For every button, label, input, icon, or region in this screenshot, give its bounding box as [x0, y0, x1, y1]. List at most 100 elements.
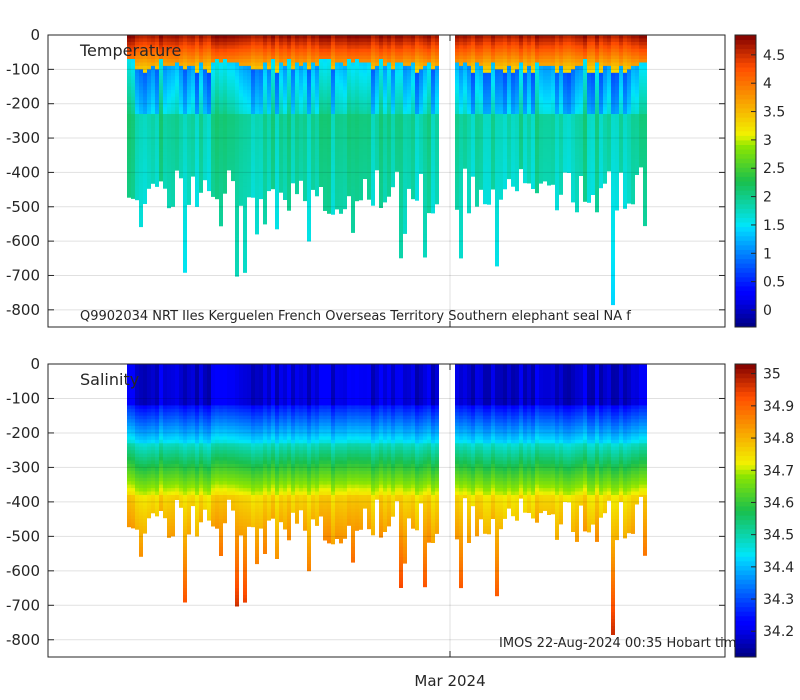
heatmap-cell: [195, 186, 199, 191]
heatmap-cell: [427, 93, 431, 98]
heatmap-cell: [359, 138, 363, 143]
heatmap-cell: [455, 76, 459, 81]
heatmap-cell: [255, 172, 259, 177]
heatmap-cell: [343, 162, 347, 167]
heatmap-cell: [183, 138, 187, 143]
heatmap-cell: [399, 179, 403, 184]
heatmap-cell: [343, 155, 347, 160]
heatmap-cell: [351, 169, 355, 173]
heatmap-cell: [471, 55, 475, 60]
heatmap-cell: [339, 175, 343, 180]
heatmap-cell: [411, 55, 415, 60]
heatmap-cell: [223, 76, 227, 81]
heatmap-cell: [207, 52, 211, 57]
heatmap-cell: [323, 110, 327, 115]
heatmap-cell: [511, 120, 515, 125]
heatmap-cell: [459, 172, 463, 177]
heatmap-cell: [279, 169, 283, 173]
heatmap-cell: [223, 52, 227, 57]
heatmap-cell: [343, 93, 347, 98]
heatmap-cell: [203, 79, 207, 84]
heatmap-cell: [359, 158, 363, 163]
heatmap-cell: [247, 62, 251, 67]
heatmap-cell: [335, 144, 339, 149]
heatmap-cell: [279, 45, 283, 50]
heatmap-cell: [335, 110, 339, 115]
heatmap-cell: [155, 72, 159, 77]
heatmap-cell: [227, 52, 231, 57]
heatmap-cell: [183, 110, 187, 115]
heatmap-cell: [507, 90, 511, 94]
heatmap-cell: [195, 120, 199, 125]
heatmap-cell: [515, 138, 519, 143]
heatmap-cell: [271, 144, 275, 149]
heatmap-cell: [223, 86, 227, 91]
heatmap-cell: [351, 65, 355, 70]
heatmap-cell: [519, 76, 523, 81]
heatmap-cell: [175, 93, 179, 98]
heatmap-cell: [351, 131, 355, 136]
heatmap-cell: [411, 90, 415, 94]
heatmap-cell: [347, 155, 351, 160]
heatmap-cell: [535, 127, 539, 132]
heatmap-cell: [475, 193, 479, 197]
heatmap-cell: [435, 38, 439, 43]
heatmap-cell: [183, 38, 187, 43]
heatmap-cell: [483, 62, 487, 67]
heatmap-cell: [491, 114, 495, 118]
heatmap-cell: [299, 169, 303, 173]
heatmap-cell: [479, 62, 483, 67]
heatmap-cell: [195, 52, 199, 57]
heatmap-cell: [219, 213, 223, 218]
heatmap-cell: [455, 79, 459, 84]
heatmap-cell: [275, 151, 279, 156]
heatmap-cell: [191, 141, 195, 146]
heatmap-cell: [159, 155, 163, 160]
heatmap-cell: [371, 48, 375, 53]
heatmap-cell: [359, 162, 363, 167]
heatmap-cell: [307, 193, 311, 197]
heatmap-cell: [319, 90, 323, 94]
heatmap-cell: [495, 151, 499, 156]
heatmap-cell: [167, 186, 171, 191]
heatmap-cell: [495, 59, 499, 63]
heatmap-cell: [143, 141, 147, 146]
heatmap-cell: [519, 48, 523, 53]
heatmap-cell: [159, 131, 163, 136]
heatmap-cell: [399, 76, 403, 81]
heatmap-cell: [551, 83, 555, 88]
heatmap-cell: [335, 114, 339, 118]
heatmap-cell: [191, 151, 195, 156]
heatmap-cell: [235, 38, 239, 43]
heatmap-cell: [383, 100, 387, 105]
heatmap-cell: [407, 62, 411, 67]
heatmap-cell: [239, 62, 243, 67]
heatmap-cell: [247, 38, 251, 43]
heatmap-cell: [307, 203, 311, 208]
heatmap-cell: [399, 45, 403, 50]
heatmap-cell: [295, 41, 299, 46]
heatmap-cell: [159, 127, 163, 132]
heatmap-cell: [239, 148, 243, 153]
heatmap-cell: [387, 172, 391, 177]
heatmap-cell: [131, 107, 135, 112]
heatmap-cell: [307, 151, 311, 156]
heatmap-cell: [175, 162, 179, 167]
heatmap-cell: [319, 35, 323, 39]
heatmap-cell: [219, 223, 223, 227]
heatmap-cell: [511, 169, 515, 173]
heatmap-cell: [159, 90, 163, 94]
heatmap-cell: [271, 59, 275, 63]
heatmap-cell: [323, 141, 327, 146]
heatmap-cell: [315, 179, 319, 184]
heatmap-cell: [331, 196, 335, 201]
heatmap-cell: [311, 169, 315, 173]
heatmap-cell: [423, 52, 427, 57]
heatmap-cell: [239, 182, 243, 187]
heatmap-cell: [367, 120, 371, 125]
heatmap-cell: [395, 93, 399, 98]
heatmap-cell: [387, 45, 391, 50]
heatmap-cell: [543, 141, 547, 146]
heatmap-cell: [383, 179, 387, 184]
heatmap-cell: [235, 227, 239, 232]
